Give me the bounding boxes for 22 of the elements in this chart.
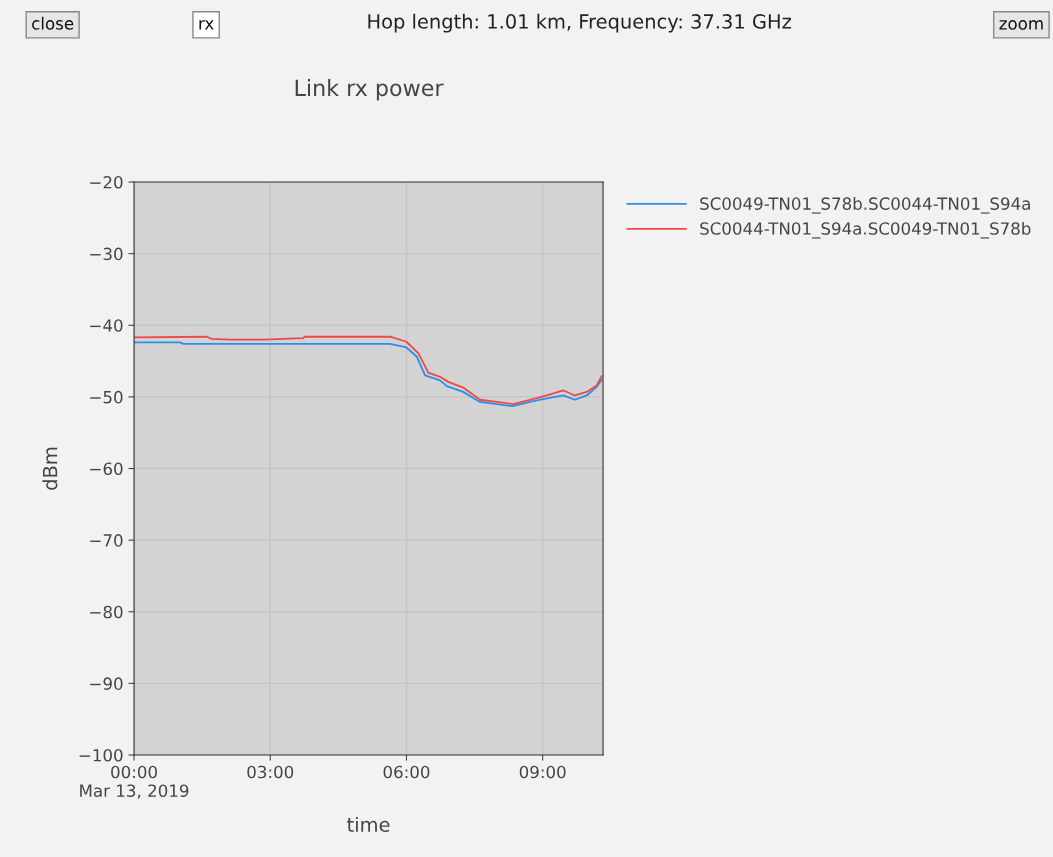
x-tick-label: 06:00 <box>383 765 430 779</box>
legend-label: SC0049-TN01_S78b.SC0044-TN01_S94a <box>700 197 1030 214</box>
y-tick-label: −50 <box>90 390 123 404</box>
text: zoom <box>999 20 1043 30</box>
chart-subtitle: Hop length: 1.01 km, Frequency: 37.31 GHz <box>368 13 791 33</box>
x-tick-label: 03:00 <box>247 765 294 779</box>
text: close <box>32 16 74 30</box>
y-tick-label: −80 <box>90 605 123 619</box>
x-tick-label: 09:00 <box>519 765 566 779</box>
y-axis-title: dBm <box>42 447 58 490</box>
x-axis-title: time <box>347 816 390 832</box>
y-tick-label: −70 <box>90 534 123 547</box>
y-tick-label: −100 <box>79 748 123 762</box>
y-tick-label: −20 <box>90 175 123 189</box>
y-tick-label: −30 <box>90 247 123 261</box>
y-tick-label: −40 <box>90 319 123 332</box>
y-tick-label: −60 <box>90 462 123 476</box>
text: rx <box>199 20 214 30</box>
y-tick-label: −90 <box>90 677 123 690</box>
chart-title: Link rx power <box>295 79 444 101</box>
x-tick-label: 00:00 Mar 13, 2019 <box>80 765 189 799</box>
legend-label: SC0044-TN01_S94a.SC0049-TN01_S78b <box>700 221 1031 239</box>
